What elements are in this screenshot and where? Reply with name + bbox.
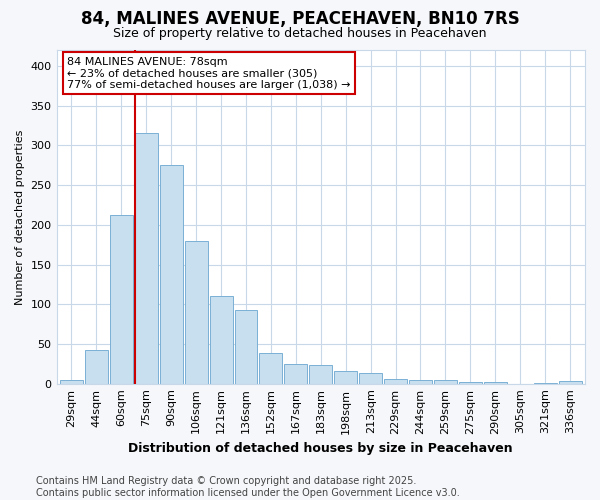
Bar: [60, 380, 83, 384]
Bar: [409, 380, 432, 384]
Bar: [459, 382, 482, 384]
Text: 84, MALINES AVENUE, PEACEHAVEN, BN10 7RS: 84, MALINES AVENUE, PEACEHAVEN, BN10 7RS: [80, 10, 520, 28]
Bar: [284, 364, 307, 384]
Bar: [209, 296, 233, 384]
Bar: [359, 374, 382, 384]
Bar: [135, 134, 158, 384]
Bar: [434, 380, 457, 384]
Bar: [160, 165, 182, 384]
Text: Size of property relative to detached houses in Peacehaven: Size of property relative to detached ho…: [113, 28, 487, 40]
Bar: [533, 383, 557, 384]
Y-axis label: Number of detached properties: Number of detached properties: [15, 129, 25, 304]
Bar: [484, 382, 507, 384]
Bar: [559, 382, 581, 384]
Bar: [110, 216, 133, 384]
Bar: [85, 350, 108, 384]
Bar: [334, 371, 357, 384]
Bar: [259, 354, 283, 384]
Text: Contains HM Land Registry data © Crown copyright and database right 2025.
Contai: Contains HM Land Registry data © Crown c…: [36, 476, 460, 498]
Bar: [185, 240, 208, 384]
Bar: [384, 379, 407, 384]
Text: 84 MALINES AVENUE: 78sqm
← 23% of detached houses are smaller (305)
77% of semi-: 84 MALINES AVENUE: 78sqm ← 23% of detach…: [67, 56, 350, 90]
Bar: [235, 310, 257, 384]
X-axis label: Distribution of detached houses by size in Peacehaven: Distribution of detached houses by size …: [128, 442, 513, 455]
Bar: [310, 364, 332, 384]
